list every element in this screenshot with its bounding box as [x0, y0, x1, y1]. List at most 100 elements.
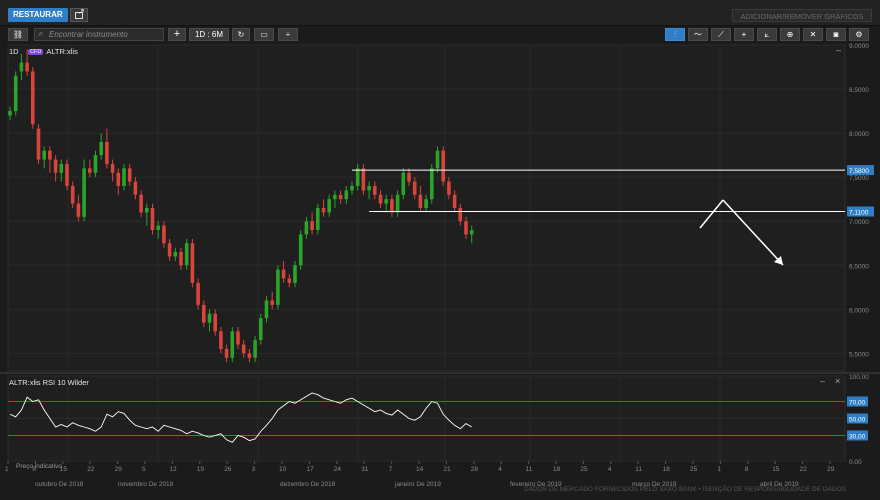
- rsi-level-badge: [847, 430, 868, 441]
- candle-body: [184, 243, 189, 266]
- candle-body: [338, 194, 343, 200]
- instrument-search[interactable]: ⌕: [34, 28, 164, 41]
- candle-body: [293, 265, 297, 283]
- candle-body: [122, 168, 126, 186]
- candle-body: [241, 344, 246, 354]
- x-day-tick: 7: [389, 466, 393, 473]
- rsi-y-tick-label: 50,00: [849, 417, 866, 424]
- candle-body: [207, 313, 212, 323]
- candle-body: [173, 252, 178, 257]
- x-day-tick: 25: [690, 466, 698, 473]
- candlestick-series: [8, 49, 474, 363]
- top-bar: RESTAURAR ADICIONAR/REMOVER GRÁFICOS: [0, 0, 880, 26]
- candle-body: [42, 150, 46, 160]
- candle-body: [361, 168, 366, 191]
- rsi-y-tick-label: 30,00: [849, 434, 866, 441]
- x-day-tick: 1: [717, 466, 721, 473]
- candle-body: [469, 230, 474, 235]
- candle-body: [48, 150, 52, 160]
- candle-body: [412, 181, 417, 195]
- rsi-y-tick-label: 0,00: [849, 459, 862, 466]
- x-day-tick: 15: [772, 466, 780, 473]
- select-area-icon[interactable]: ⟀: [757, 28, 777, 41]
- camera-icon[interactable]: ◙: [826, 28, 846, 41]
- candle-body: [430, 168, 434, 200]
- candle-body: [31, 71, 35, 125]
- add-instrument-button[interactable]: +: [168, 28, 186, 41]
- candle-body: [190, 243, 195, 283]
- candle-body: [76, 203, 81, 217]
- line-indicator-icon[interactable]: 〜: [688, 28, 708, 41]
- link-icon[interactable]: ⛓: [8, 28, 28, 41]
- x-day-tick: 1: [5, 466, 9, 473]
- x-day-tick: 21: [443, 466, 451, 473]
- candle-body: [384, 199, 388, 204]
- timeframe-button[interactable]: 1D : 6M: [189, 28, 229, 41]
- candle-body: [53, 159, 58, 173]
- crosshair-icon[interactable]: +: [734, 28, 754, 41]
- x-month-label: dezembro De 2018: [280, 481, 336, 488]
- close-rsi-button[interactable]: ×: [835, 376, 841, 386]
- candle-body: [355, 168, 360, 186]
- rsi-title: ALTR:xlis RSI 10 Wilder: [9, 378, 89, 387]
- x-day-tick: 28: [471, 466, 479, 473]
- y-tick-label: 5,5000: [849, 351, 869, 358]
- instrument-label: CFD ALTR:xlis: [28, 47, 78, 56]
- y-tick-label: 7,0000: [849, 219, 869, 226]
- x-day-tick: 17: [306, 466, 314, 473]
- candle-body: [236, 331, 240, 345]
- candle-body: [378, 194, 383, 204]
- candle-body: [196, 282, 200, 305]
- x-day-tick: 29: [827, 466, 835, 473]
- draw-line-icon[interactable]: ⟋: [711, 28, 731, 41]
- candle-body: [395, 194, 400, 213]
- candle-body: [447, 181, 451, 195]
- candle-body: [36, 128, 41, 160]
- level-label-bg: [847, 206, 874, 217]
- candle-body: [458, 208, 463, 222]
- candle-body: [464, 221, 468, 235]
- search-input[interactable]: [49, 29, 161, 40]
- footer-disclaimer[interactable]: DADOS DE MERCADO FORNECIDOS PELO SAXO BA…: [524, 486, 846, 493]
- chart-area[interactable]: 7,5800 7,1100 5,5000 6,0000 6,5000 7,0000 7,5…: [0, 43, 880, 495]
- x-day-tick: 12: [169, 466, 177, 473]
- refresh-icon[interactable]: ↻: [232, 28, 250, 41]
- candle-body: [270, 300, 274, 305]
- candle-body: [19, 62, 24, 72]
- chart-toolbar: ⛓ ⌕ + 1D : 6M ↻ ▭ ÷ ⫶ 〜 ⟋ + ⟀ ⊕ ✕ ◙ ⚙: [0, 26, 880, 43]
- restore-button[interactable]: RESTAURAR: [8, 8, 68, 22]
- gear-icon[interactable]: ⚙: [849, 28, 869, 41]
- candle-body: [213, 313, 217, 332]
- candle-body: [219, 331, 223, 349]
- popout-icon[interactable]: [70, 7, 88, 22]
- zoom-icon[interactable]: ⊕: [780, 28, 800, 41]
- y-tick-label: 8,0000: [849, 131, 869, 138]
- candle-body: [344, 190, 349, 200]
- candle-body: [281, 269, 286, 279]
- minimize-main-button[interactable]: –: [836, 45, 842, 55]
- x-day-tick: 14: [416, 466, 424, 473]
- x-day-tick: 29: [115, 466, 123, 473]
- split-icon[interactable]: ÷: [278, 28, 298, 41]
- candle-body: [150, 208, 155, 231]
- fit-icon[interactable]: ✕: [803, 28, 823, 41]
- candle-body: [116, 172, 121, 186]
- candle-body: [99, 141, 103, 156]
- candle-body: [259, 318, 263, 341]
- candle-body: [333, 194, 337, 200]
- search-icon: ⌕: [38, 29, 43, 38]
- minimize-rsi-button[interactable]: –: [820, 376, 826, 386]
- add-remove-charts-button[interactable]: ADICIONAR/REMOVER GRÁFICOS: [732, 9, 872, 22]
- candle-body: [224, 348, 229, 358]
- candle-body: [424, 199, 428, 208]
- y-tick-label: 9,0000: [849, 43, 869, 50]
- candlestick-icon[interactable]: ▭: [254, 28, 274, 41]
- x-day-tick: 4: [608, 466, 612, 473]
- candle-body: [8, 111, 12, 116]
- candle-body: [82, 168, 86, 217]
- candle-body: [287, 278, 292, 283]
- chart-style-icon[interactable]: ⫶: [665, 28, 685, 41]
- chart-canvas[interactable]: 7,5800 7,1100 5,5000 6,0000 6,5000 7,0000 7,5…: [0, 43, 880, 495]
- y-tick-label: 7,5000: [849, 175, 869, 182]
- candle-body: [401, 172, 406, 195]
